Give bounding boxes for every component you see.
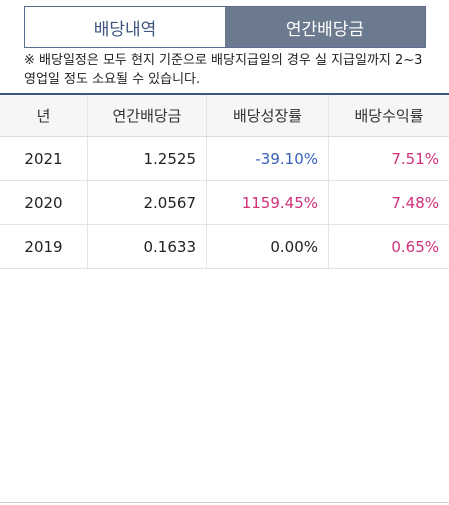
tab-annual-dividend[interactable]: 연간배당금 xyxy=(225,7,425,47)
tab-dividend-history[interactable]: 배당내역 xyxy=(25,7,225,47)
cell-dividend: 1.2525 xyxy=(88,137,207,180)
cell-growth: -39.10% xyxy=(207,137,329,180)
table-header: 년 연간배당금 배당성장률 배당수익률 xyxy=(0,93,449,137)
cell-dividend: 2.0567 xyxy=(88,181,207,224)
annual-dividend-table: 년 연간배당금 배당성장률 배당수익률 2021 1.2525 -39.10% … xyxy=(0,93,449,269)
cell-year: 2021 xyxy=(0,137,88,180)
header-year: 년 xyxy=(0,95,88,136)
cell-growth: 0.00% xyxy=(207,225,329,268)
cell-yield: 7.51% xyxy=(391,149,439,168)
table-row: 2019 0.1633 0.00% 0.65% xyxy=(0,225,449,269)
table-row: 2021 1.2525 -39.10% 7.51% xyxy=(0,137,449,181)
header-annual-dividend: 연간배당금 xyxy=(88,95,207,136)
bottom-divider xyxy=(0,502,449,503)
dividend-notice: ※ 배당일정은 모두 현지 기준으로 배당지급일의 경우 실 지급일까지 2~3… xyxy=(24,53,423,87)
cell-dividend: 0.1633 xyxy=(88,225,207,268)
table-row: 2020 2.0567 1159.45% 7.48% xyxy=(0,181,449,225)
cell-year: 2020 xyxy=(0,181,88,224)
header-dividend-growth: 배당성장률 xyxy=(207,95,329,136)
cell-yield: 7.48% xyxy=(391,193,439,212)
cell-year: 2019 xyxy=(0,225,88,268)
cell-yield: 0.65% xyxy=(391,237,439,256)
tab-bar: 배당내역 연간배당금 xyxy=(24,6,426,48)
header-dividend-yield: 배당수익률 xyxy=(354,107,424,125)
cell-growth: 1159.45% xyxy=(207,181,329,224)
